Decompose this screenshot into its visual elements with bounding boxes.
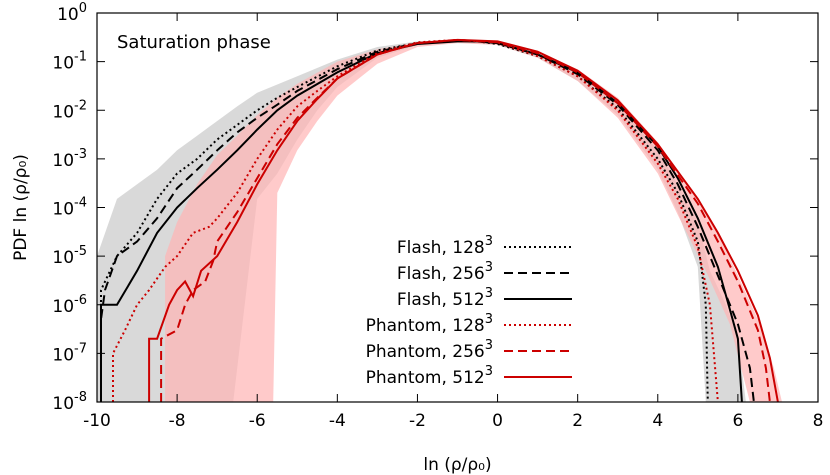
legend-label-3: Phantom, 1283: [366, 312, 493, 336]
x-tick-label-9: 8: [813, 411, 824, 431]
x-tick-label-0: -10: [83, 411, 111, 431]
band-1: [165, 39, 783, 403]
series-lines: [100, 38, 779, 403]
annotation-text: Saturation phase: [117, 32, 271, 53]
series-line-5: [148, 38, 779, 403]
x-tick-label-6: 2: [572, 411, 583, 431]
y-tick-label-5: 10-5: [52, 244, 87, 268]
y-tick-label-1: 10-1: [52, 50, 87, 74]
x-tick-label-5: 0: [492, 411, 503, 431]
legend-label-2: Flash, 5123: [397, 286, 493, 310]
y-tick-label-3: 10-3: [52, 147, 87, 171]
y-tick-label-0: 100: [57, 1, 87, 25]
scatter-bands: [97, 39, 783, 403]
x-tick-label-3: -4: [329, 411, 346, 431]
x-tick-label-2: -6: [249, 411, 266, 431]
x-tick-label-7: 4: [652, 411, 663, 431]
x-axis-title: ln (ρ/ρ₀): [423, 455, 491, 475]
y-tick-label-4: 10-4: [52, 196, 87, 220]
x-tick-labels: -10 -8 -6 -4 -2 0 2 4 6 8: [83, 411, 823, 431]
series-line-3: [112, 38, 719, 403]
legend-label-0: Flash, 1283: [397, 234, 493, 258]
x-tick-label-8: 6: [732, 411, 743, 431]
y-tick-label-8: 10-8: [52, 390, 87, 414]
series-line-1: [100, 39, 755, 403]
y-tick-labels: 100 10-1 10-2 10-3 10-4 10-5 10-6 10-7 10-8: [52, 1, 87, 414]
x-tick-label-1: -8: [169, 411, 186, 431]
x-tick-label-4: -2: [409, 411, 426, 431]
y-tick-label-7: 10-7: [52, 341, 87, 365]
axis-ticks: [96, 12, 819, 403]
legend-label-1: Flash, 2563: [397, 260, 493, 284]
legend-label-4: Phantom, 2563: [366, 338, 493, 362]
legend-label-5: Phantom, 5123: [366, 364, 493, 388]
y-tick-label-6: 10-6: [52, 293, 87, 317]
y-axis-title: PDF ln (ρ/ρ₀): [11, 154, 31, 261]
series-line-0: [100, 39, 709, 403]
y-tick-label-2: 10-2: [52, 98, 87, 122]
